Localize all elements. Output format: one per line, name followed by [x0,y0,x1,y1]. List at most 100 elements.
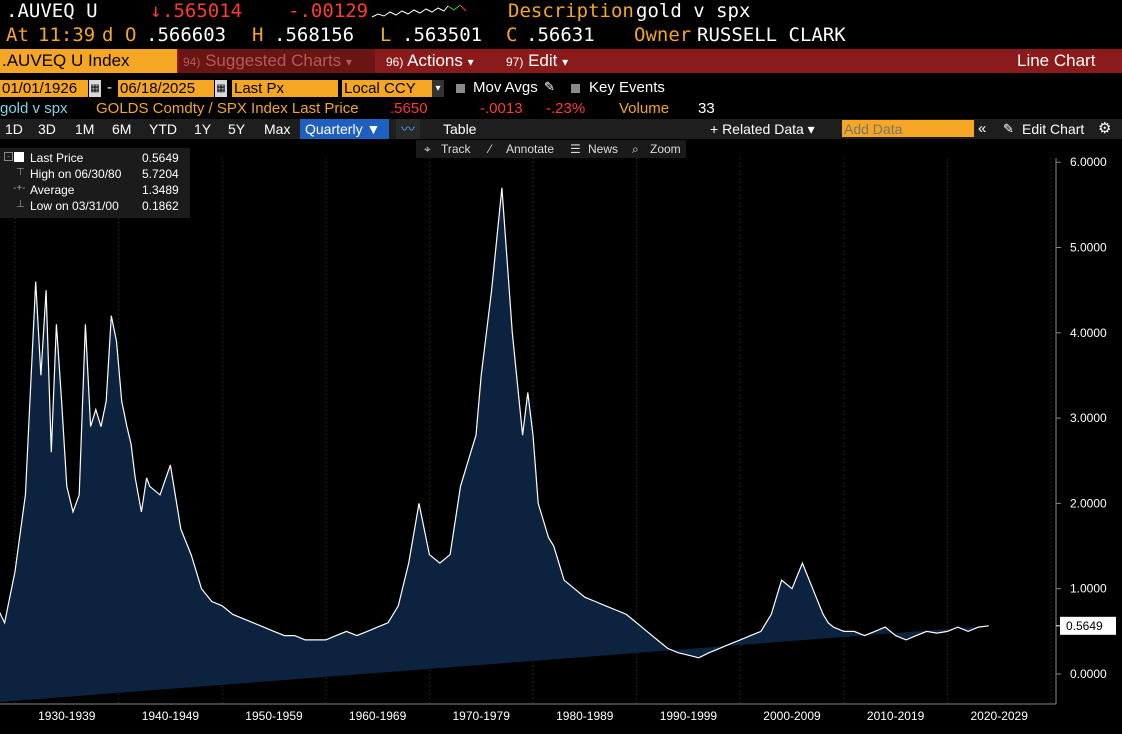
x-tick-label: 1940-1949 [142,709,200,723]
series-area [0,187,989,702]
last-value-tag [1060,616,1116,635]
key-events-label: Key Events [589,79,665,96]
close-value: .56631 [526,24,595,46]
edit-chart-button[interactable]: Edit Chart [1022,121,1085,137]
owner-value: RUSSELL CLARK [697,24,846,46]
key-events-checkbox[interactable] [571,84,580,93]
sparkline [371,4,467,18]
y-tick-label: 0.0000 [1070,667,1107,681]
mov-avgs-checkbox[interactable] [456,84,465,93]
x-tick-label: 1990-1999 [660,709,718,723]
chevron-down-icon[interactable]: ▾ [432,80,444,97]
period-1y[interactable]: 1Y [194,121,212,137]
chart-type-label: Line Chart [1017,51,1096,70]
chart-legend: - Last Price 0.5649 ⊤ High on 06/30/80 5… [0,148,190,218]
series-change: -.0013 [480,100,523,117]
currency-selector[interactable]: Local CCY [342,80,432,97]
add-data-input[interactable] [842,120,974,137]
end-date-field[interactable]: 06/18/2025 [118,80,214,97]
y-tick-label: 1.0000 [1070,582,1107,596]
collapse-icon[interactable]: « [978,120,987,137]
gear-icon[interactable]: ⚙ [1098,120,1112,137]
series-line [0,187,989,659]
period-6m[interactable]: 6M [112,121,132,137]
legend-low-label: Low on 03/31/00 [30,199,119,213]
high-label: H [252,24,264,46]
x-tick-label: 1970-1979 [453,709,511,723]
x-tick-label: 2000-2009 [763,709,821,723]
legend-low-value: 0.1862 [142,199,179,213]
period-5y[interactable]: 5Y [228,121,246,137]
chart-tools-bar [416,140,686,158]
table-button[interactable]: Table [443,121,477,137]
security-info-row: gold v spx GOLDS Comdty / SPX Index Last… [0,100,1122,118]
high-marker-icon: ⊤ [16,167,25,178]
y-tick-label: 3.0000 [1070,411,1107,425]
pencil-icon[interactable]: ✎ [544,79,555,94]
legend-high-value: 5.7204 [142,167,179,181]
ticker: .AUVEQ U [6,0,98,22]
x-tick-label: 1960-1969 [349,709,407,723]
low-label: L [380,24,392,46]
pencil-icon[interactable]: ✎ [1003,121,1014,136]
annotate-button[interactable]: Annotate [506,142,555,156]
news-button[interactable]: News [588,142,619,156]
last-price: .565014 [162,0,243,22]
y-tick-label: 2.0000 [1070,496,1107,510]
at-label: At [6,24,29,46]
calendar-icon[interactable]: ▦ [215,80,227,97]
period-3d[interactable]: 3D [38,121,56,137]
legend-last-value: 0.5649 [142,151,179,165]
low-marker-icon: ⊥ [16,199,25,210]
period-1d[interactable]: 1D [5,121,23,137]
high-value: .568156 [274,24,355,46]
series-formula: GOLDS Comdty / SPX Index Last Price [96,100,359,117]
news-icon: ☰ [570,142,581,156]
y-tick-label: 6.0000 [1070,155,1107,169]
track-button[interactable]: Track [441,142,471,156]
d-label: d [102,24,114,46]
description-value: gold v spx [636,0,751,22]
last-arrow: ↓ [150,0,162,22]
net-change: -.00129 [288,0,369,22]
period-max[interactable]: Max [264,121,291,137]
series-price: .5650 [390,100,428,117]
period-1m[interactable]: 1M [75,121,95,137]
legend-last-label: Last Price [30,151,84,165]
legend-average-value: 1.3489 [142,183,179,197]
field-selector[interactable]: Last Px [232,80,338,97]
series-swatch [14,152,24,162]
x-tick-label: 2010-2019 [867,709,925,723]
frequency-selector[interactable]: Quarterly ▼ [300,119,389,139]
annotate-icon: ⁄ [489,142,492,156]
start-date-field[interactable]: 01/01/1926 [0,80,88,97]
average-marker-icon: -+- [13,183,26,194]
legend-high-label: High on 06/30/80 [30,167,122,181]
x-tick-label: 2020-2029 [971,709,1029,723]
actions-button[interactable]: 96) Actions ▾ [386,51,474,70]
x-tick-label: 1980-1989 [556,709,614,723]
index-name-field[interactable]: .AUVEQ U Index [0,49,177,73]
crosshair-icon: ⌖ [424,142,431,156]
low-value: .563501 [402,24,483,46]
collapse-legend-icon[interactable]: - [4,152,13,161]
suggested-charts-button[interactable]: 94) Suggested Charts ▾ [179,49,375,73]
edit-button[interactable]: 97) Edit ▾ [506,51,569,70]
open-value: .566603 [146,24,227,46]
open-label: O [125,24,137,46]
series-pct: -.23% [546,100,586,117]
zoom-button[interactable]: Zoom [650,142,681,156]
line-chart-icon[interactable]: 〰 [396,119,420,139]
last-value-label: 0.5649 [1066,619,1103,633]
date-dash: - [107,79,112,96]
related-data-button[interactable]: + Related Data ▾ [710,121,815,137]
zoom-icon: ⌕ [632,142,639,156]
quote-row-1: .AUVEQ U ↓ .565014 -.00129 Description g… [0,0,1122,24]
series-name: gold v spx [0,100,68,117]
period-toolbar [0,119,1122,139]
close-label: C [506,24,518,46]
period-ytd[interactable]: YTD [149,121,177,137]
volume-value: 33 [698,100,715,117]
volume-label: Volume [619,100,670,117]
calendar-icon[interactable]: ▦ [89,80,101,97]
